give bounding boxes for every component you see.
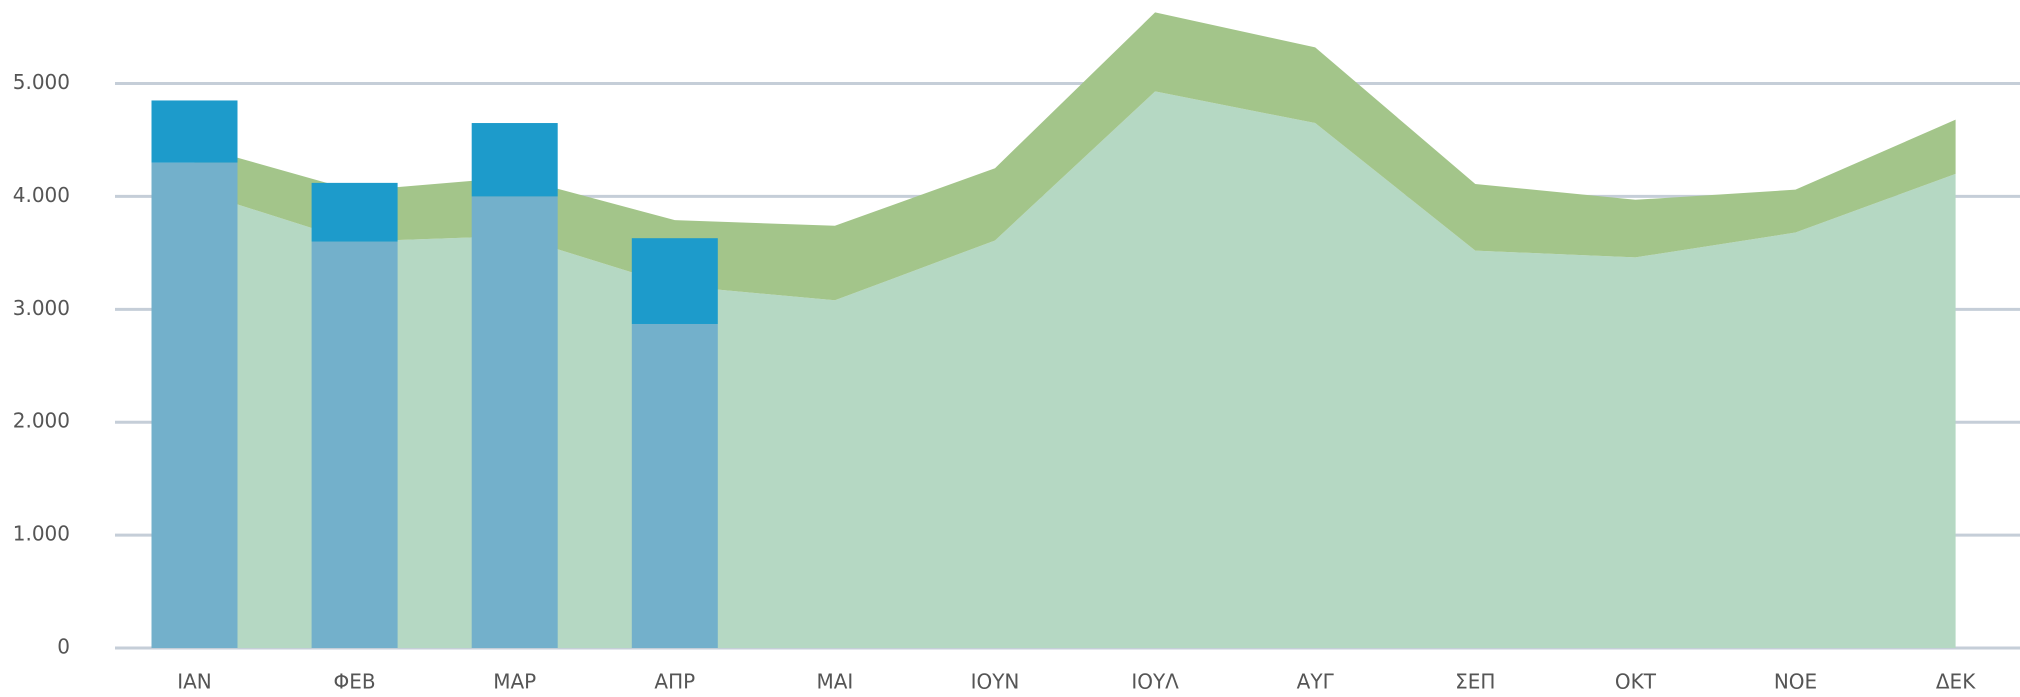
bar: [631, 238, 718, 324]
x-tick-label: ΟΚΤ: [1615, 670, 1657, 694]
y-tick-label: 2.000: [13, 409, 70, 433]
x-tick-label: ΜΑΡ: [493, 670, 536, 694]
y-tick-label: 0: [57, 635, 70, 659]
bar: [471, 123, 558, 197]
y-tick-label: 4.000: [13, 183, 70, 207]
x-tick-label: ΑΥΓ: [1297, 670, 1335, 694]
bar: [471, 196, 558, 648]
area: [194, 12, 1956, 301]
bar: [151, 100, 238, 163]
bar: [151, 162, 238, 649]
x-tick-label: ΜΑΙ: [816, 670, 853, 694]
y-tick-label: 3.000: [13, 296, 70, 320]
area: [194, 91, 1956, 648]
x-tick-label: ΙΟΥΛ: [1131, 670, 1179, 694]
x-tick-label: ΣΕΠ: [1455, 670, 1495, 694]
y-tick-label: 5.000: [13, 70, 70, 94]
bar: [631, 323, 718, 648]
x-tick-label: ΙΟΥΝ: [971, 670, 1020, 694]
y-tick-label: 1.000: [13, 522, 70, 546]
bar: [311, 182, 398, 242]
x-tick-label: ΝΟΕ: [1774, 670, 1817, 694]
x-tick-label: ΦΕΒ: [334, 670, 376, 694]
x-tick-label: ΙΑΝ: [177, 670, 212, 694]
bar: [311, 241, 398, 648]
x-tick-label: ΑΠΡ: [654, 670, 695, 694]
x-tick-label: ΔΕΚ: [1936, 670, 1976, 694]
